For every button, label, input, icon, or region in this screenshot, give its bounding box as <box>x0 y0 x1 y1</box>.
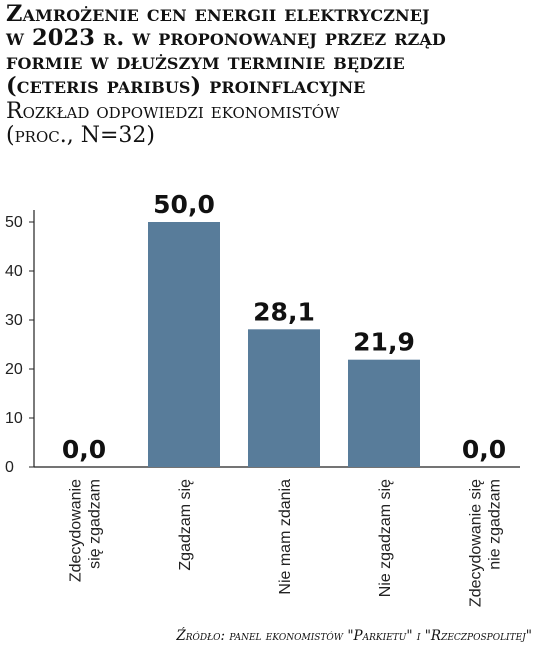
x-tick-label-line: nie zgadzam <box>487 479 504 570</box>
x-tick-label: Zdecydowanie się zgadzam <box>68 479 104 582</box>
x-tick-label: Nie zgadzam się <box>377 479 394 597</box>
data-label: 28,1 <box>253 297 315 326</box>
x-axis-labels: Zdecydowanie się zgadzam Zgadzam się Nie ma… <box>68 479 504 607</box>
chart-title: Zamrożenie cen energii elektrycznej w 20… <box>6 2 534 98</box>
x-tick-label-line: Zdecydowanie się <box>468 479 485 607</box>
y-tick-label: 50 <box>5 214 23 231</box>
title-line-2: w 2023 r. w proponowanej przez rząd <box>6 25 446 51</box>
data-label: 0,0 <box>62 435 106 464</box>
bar <box>348 359 420 467</box>
source-note: Źródło: panel ekonomistów "Parkietu" i "… <box>176 628 532 644</box>
x-tick-label-line: się zgadzam <box>87 479 104 569</box>
bar <box>248 329 320 467</box>
x-tick-label: Zgadzam się <box>177 479 194 571</box>
x-tick-label: Zdecydowanie się nie zgadzam <box>468 479 504 607</box>
y-tick-label: 0 <box>5 459 14 476</box>
data-label: 21,9 <box>353 328 415 357</box>
x-tick-label-line: Nie zgadzam się <box>377 479 394 597</box>
subtitle-line-1: Rozkład odpowiedzi ekonomistów <box>6 99 340 124</box>
x-tick-label-line: Nie mam zdania <box>277 479 294 595</box>
x-tick-label-line: Zgadzam się <box>177 479 194 571</box>
bar <box>148 222 220 467</box>
y-tick-label: 30 <box>5 312 23 329</box>
title-line-4: (ceteris paribus) proinflacyjne <box>6 73 366 99</box>
y-tick-label: 10 <box>5 410 23 427</box>
data-labels: 0,0 50,0 28,1 21,9 0,0 <box>62 190 506 464</box>
x-tick-label: Nie mam zdania <box>277 479 294 595</box>
subtitle-line-2: (proc., N=32) <box>6 123 155 148</box>
data-label: 50,0 <box>153 190 215 219</box>
title-line-3: formie w dłuższym terminie będzie <box>6 49 405 75</box>
x-tick-label-line: Zdecydowanie <box>68 479 85 582</box>
bars <box>148 222 420 467</box>
y-axis: 0 10 20 30 40 50 <box>5 210 520 476</box>
y-tick-label: 20 <box>5 361 23 378</box>
data-label: 0,0 <box>462 435 506 464</box>
chart-subtitle: Rozkład odpowiedzi ekonomistów (proc., N… <box>6 100 534 148</box>
title-line-1: Zamrożenie cen energii elektrycznej <box>6 1 430 27</box>
y-tick-label: 40 <box>5 263 23 280</box>
